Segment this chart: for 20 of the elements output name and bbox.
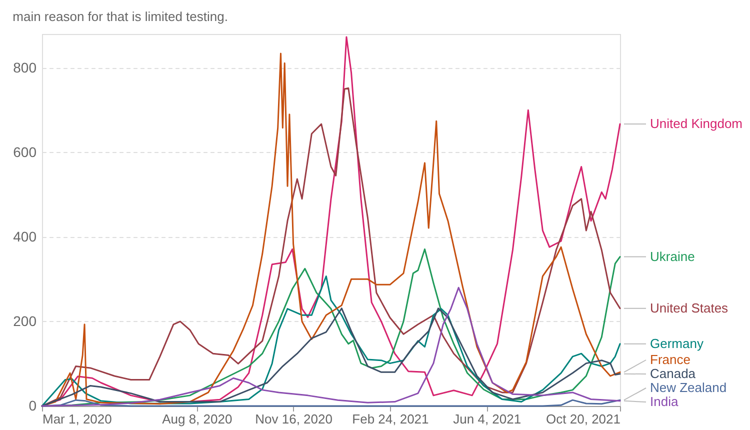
y-tick-label: 200 xyxy=(13,312,37,329)
y-tick-label: 600 xyxy=(13,144,37,160)
text: New Zealand xyxy=(650,380,727,395)
x-tick-label: Oct 20, 2021 xyxy=(546,412,620,426)
x-tick-label: Nov 16, 2020 xyxy=(255,412,332,426)
x-tick-label: Jun 4, 2021 xyxy=(453,412,522,426)
text: United Kingdom xyxy=(650,116,742,132)
y-tick-label: 800 xyxy=(13,59,37,76)
y-tick-label: 0 xyxy=(28,398,37,414)
text: Canada xyxy=(650,366,696,381)
text: Ukraine xyxy=(650,248,695,264)
text: Germany xyxy=(650,336,704,351)
text: France xyxy=(650,352,690,367)
chart-subtitle: main reason for that is limited testing. xyxy=(12,9,228,24)
x-tick-label: Aug 8, 2020 xyxy=(162,412,232,426)
x-tick-label: Feb 24, 2021 xyxy=(352,412,429,426)
y-tick-label: 400 xyxy=(13,228,37,244)
text: India xyxy=(650,394,679,409)
text: United States xyxy=(650,300,729,316)
x-tick-label: Mar 1, 2020 xyxy=(42,412,112,426)
